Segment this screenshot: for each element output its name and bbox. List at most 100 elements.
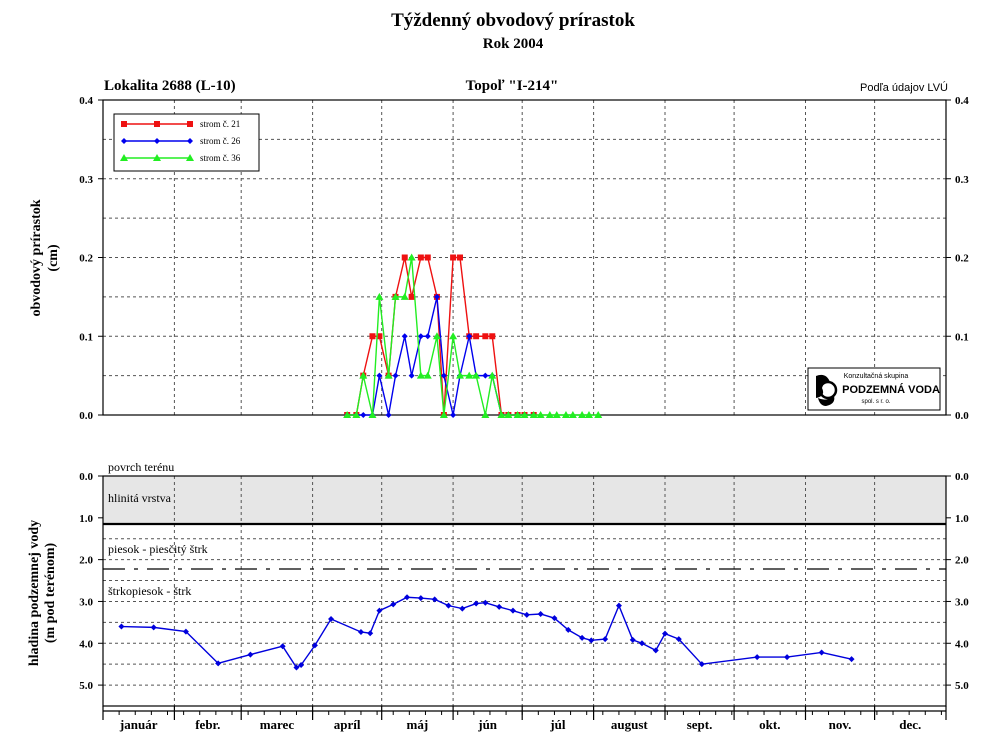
bottom-ylabel-unit: (m pod terénom) (43, 543, 58, 644)
month-label: nov. (829, 717, 852, 732)
y-tick-label: 3.0 (79, 596, 93, 608)
logo-line3: spol. s r. o. (861, 399, 890, 405)
legend-label: strom č. 26 (200, 136, 241, 146)
logo-mark (816, 374, 838, 406)
data-point (584, 411, 593, 418)
data-point (408, 372, 415, 379)
data-point (375, 292, 384, 300)
month-label: okt. (759, 717, 780, 732)
data-point (675, 636, 682, 643)
data-point (450, 412, 457, 418)
month-label: jún (477, 717, 498, 732)
month-label: marec (260, 717, 295, 732)
layer-surface-label: povrch terénu (108, 460, 174, 474)
data-point (450, 254, 457, 261)
chart-title: Týždenný obvodový prírastok (391, 10, 635, 31)
data-point (298, 662, 305, 669)
data-point (360, 412, 367, 418)
y-tick-label-right: 0.0 (955, 471, 969, 483)
data-point (459, 605, 466, 612)
top-ylabel: obvodový prírastok (29, 199, 44, 316)
month-label: august (611, 717, 649, 732)
data-point (376, 607, 383, 614)
top-ylabel-unit: (cm) (46, 244, 61, 272)
data-point (629, 636, 636, 643)
data-point (445, 602, 452, 609)
legend-marker (154, 121, 160, 127)
data-point (367, 630, 374, 637)
month-label: sept. (687, 717, 713, 732)
data-point (482, 372, 489, 379)
location-label: Lokalita 2688 (L-10) (104, 78, 236, 94)
data-point (431, 596, 438, 603)
data-point (594, 411, 603, 418)
data-point (529, 411, 538, 418)
data-point (376, 372, 383, 379)
data-point (602, 636, 609, 643)
data-point (520, 411, 529, 418)
data-point (432, 332, 441, 340)
legend-entry: strom č. 36 (120, 153, 241, 163)
logo-line1: Konzultačná skupina (844, 373, 909, 380)
y-tick-label: 4.0 (79, 638, 93, 650)
y-tick-label: 2.0 (79, 555, 93, 567)
data-point (416, 371, 425, 379)
data-point (449, 332, 458, 340)
data-point (457, 254, 464, 261)
y-tick-label: 0.2 (79, 253, 93, 265)
data-point (215, 660, 222, 667)
data-point (352, 411, 361, 418)
data-point (404, 594, 411, 601)
data-point (293, 664, 300, 671)
chart-subtitle: Rok 2004 (483, 36, 544, 52)
data-point (118, 623, 125, 630)
data-point (417, 333, 424, 340)
data-point (496, 603, 503, 610)
y-tick-label: 1.0 (79, 513, 93, 525)
y-tick-label: 0.4 (79, 95, 93, 107)
legend-marker (187, 138, 193, 144)
series-line (121, 596, 852, 669)
data-point (662, 630, 668, 637)
data-point (439, 411, 448, 418)
data-point (481, 411, 490, 418)
y-tick-label-right: 0.4 (955, 95, 969, 107)
increment-plot: 0.0 0.0 0.1 0.1 0.2 0.2 0.3 0.3 0.4 0.4 strom č. … (79, 95, 969, 422)
tree-label: Topoľ "I-214" (466, 78, 559, 94)
data-point (368, 411, 377, 418)
groundwater-plot: povrch terénu hlinitá vrstva piesok - pi… (79, 460, 969, 707)
data-point (359, 371, 368, 379)
data-point (407, 253, 416, 261)
legend-label: strom č. 21 (200, 119, 240, 129)
y-tick-label-right: 0.1 (955, 331, 969, 343)
data-point (482, 599, 489, 606)
data-point (513, 411, 522, 418)
legend-marker (121, 121, 127, 127)
data-point (465, 371, 474, 379)
layer-clay-label: hlinitá vrstva (108, 491, 172, 505)
data-point (579, 634, 586, 641)
layer-gravel-label: štrkopiesok - štrk (108, 584, 191, 598)
data-point (401, 254, 408, 261)
legend-marker (154, 138, 160, 144)
series-3 (343, 253, 603, 418)
data-point (536, 411, 545, 418)
data-point (150, 624, 157, 631)
groundwater-plot-frame (102, 475, 947, 707)
data-point (482, 333, 489, 340)
month-label: dec. (899, 717, 921, 732)
y-tick-label-right: 0.0 (955, 410, 969, 422)
data-point (408, 293, 415, 300)
y-tick-label-right: 2.0 (955, 555, 969, 567)
data-point (588, 637, 595, 644)
legend-marker (153, 154, 161, 161)
data-point (417, 254, 424, 261)
data-point (537, 611, 544, 617)
layer-sand-label: piesok - piesčitý štrk (108, 542, 208, 556)
y-tick-label-right: 5.0 (955, 680, 969, 692)
bottom-ylabel: hladina podzemnej vody (27, 520, 42, 666)
data-point (390, 601, 397, 608)
data-point (561, 411, 570, 418)
legend-marker (187, 121, 193, 127)
